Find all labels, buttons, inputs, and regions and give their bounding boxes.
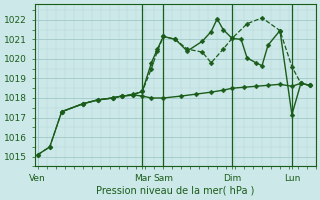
X-axis label: Pression niveau de la mer( hPa ): Pression niveau de la mer( hPa ) — [96, 186, 254, 196]
